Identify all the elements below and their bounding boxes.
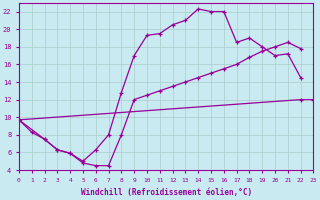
X-axis label: Windchill (Refroidissement éolien,°C): Windchill (Refroidissement éolien,°C) (81, 188, 252, 197)
